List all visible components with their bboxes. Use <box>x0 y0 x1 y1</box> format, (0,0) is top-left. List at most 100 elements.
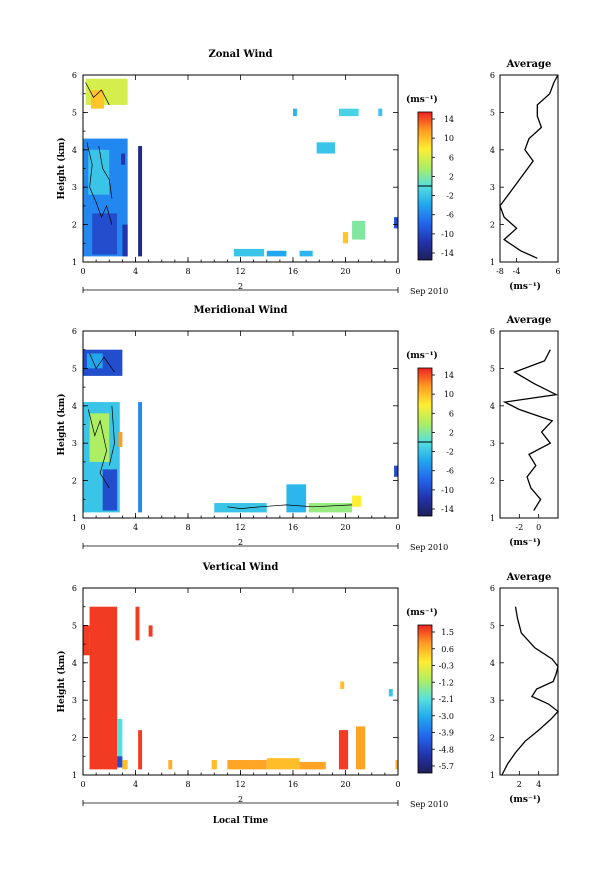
x-tick-label: 20 <box>340 523 350 532</box>
profile-x-tick-label: -4 <box>513 267 521 276</box>
heatmap-cell-6 <box>135 606 140 641</box>
x-tick-label: 16 <box>288 780 298 789</box>
heatmap-cell-4 <box>92 213 118 255</box>
profile-x-tick-label: 0 <box>536 523 541 532</box>
heatmap-cells <box>83 606 398 770</box>
heatmap-cell-9 <box>266 250 287 257</box>
y-tick-label: 2 <box>72 477 77 486</box>
profile-y-tick-label: 3 <box>490 696 495 705</box>
colorbar-tick-label: -0.3 <box>439 662 454 671</box>
y-tick-label: 2 <box>72 221 77 230</box>
colorbar-tick-label: -3.0 <box>439 712 454 721</box>
heatmap-cell-1 <box>83 625 90 656</box>
colorbar-tick-label: -4.8 <box>439 745 454 754</box>
date-label: Sep 2010 <box>410 800 448 809</box>
x-tick-label: 0 <box>80 267 85 276</box>
colorbar-tick-label: -2.1 <box>439 695 454 704</box>
x-tick-label: 12 <box>235 780 245 789</box>
y-tick-label: 3 <box>72 439 77 448</box>
heatmap-cell-14 <box>394 217 398 229</box>
colorbar-tick-label: 10 <box>444 134 454 143</box>
heatmap-cell-12 <box>352 220 366 240</box>
profile-y-tick-label: 4 <box>490 402 495 411</box>
y-tick-label: 1 <box>72 258 77 267</box>
day-label: 2 <box>238 282 243 291</box>
colorbar-tick-label: 1.5 <box>441 628 454 637</box>
contour-line-3 <box>227 504 353 509</box>
colorbar-tick-label: -2 <box>446 448 454 457</box>
profile-x-tick-label: 6 <box>555 267 560 276</box>
x-tick-label: 8 <box>185 523 190 532</box>
colorbar-tick-label: -3.9 <box>439 729 454 738</box>
heatmap-title: Meridional Wind <box>193 305 287 316</box>
contour-line-0 <box>86 142 113 225</box>
day-label: 2 <box>238 538 243 547</box>
profile-y-tick-label: 6 <box>490 584 495 593</box>
heatmap-cell-16 <box>378 108 383 117</box>
colorbar-tick-label: -6 <box>446 467 454 476</box>
heatmap-cell-2 <box>117 718 123 768</box>
heatmap-cell-8 <box>168 760 173 770</box>
heatmap-cell-16 <box>388 688 393 697</box>
heatmap-frame <box>82 330 399 519</box>
colorbar-tick-label: -2 <box>446 192 454 201</box>
colorbar-tick-label: 6 <box>449 153 454 162</box>
heatmap-cells <box>83 349 398 513</box>
profile-frame <box>499 330 559 519</box>
profile-frame <box>499 587 559 776</box>
profile-frame <box>499 74 559 263</box>
heatmap-cells <box>83 78 398 257</box>
heatmap-cell-1 <box>90 89 104 109</box>
x-tick-label: 4 <box>133 523 138 532</box>
heatmap-cell-4 <box>102 469 118 511</box>
colorbar-units: (ms⁻¹) <box>406 94 438 105</box>
profile-title: Average <box>506 315 552 326</box>
colorbar-tick-label: -10 <box>441 230 454 239</box>
heatmap-cell-10 <box>352 495 362 507</box>
heatmap-cell-5 <box>118 431 123 447</box>
colorbar-tick-label: -1.2 <box>439 678 454 687</box>
profile-x-tick-label: 2 <box>517 780 522 789</box>
x-tick-label: 20 <box>340 267 350 276</box>
y-tick-label: 1 <box>72 514 77 523</box>
colorbar-tick-label: 6 <box>449 409 454 418</box>
heatmap-cell-3 <box>117 756 123 768</box>
heatmap-cell-11 <box>316 142 335 154</box>
profile-x-label: (ms⁻¹) <box>509 794 541 805</box>
y-tick-label: 5 <box>72 108 77 117</box>
contour-lines <box>87 353 353 509</box>
heatmap-cell-11 <box>394 465 398 477</box>
contour-line-2 <box>85 82 110 106</box>
profile-x-tick-label: -2 <box>515 523 523 532</box>
y-tick-label: 6 <box>72 71 77 80</box>
contour-line-1 <box>87 409 110 489</box>
profile-y-tick-label: 6 <box>490 327 495 336</box>
profile-y-tick-label: 1 <box>490 258 495 267</box>
y-tick-label: 2 <box>72 734 77 743</box>
profile-title: Average <box>506 572 552 583</box>
heatmap-cell-12 <box>299 761 326 770</box>
profile-x-label: (ms⁻¹) <box>509 281 541 292</box>
day-label: 2 <box>238 795 243 804</box>
heatmap-cell-9 <box>308 503 353 513</box>
profile-y-tick-label: 5 <box>490 108 495 117</box>
heatmap-cell-10 <box>227 760 267 770</box>
y-tick-label: 1 <box>72 771 77 780</box>
heatmap-cell-3 <box>89 413 110 462</box>
heatmap-frame <box>82 587 399 776</box>
profile-line <box>499 74 559 259</box>
heatmap-cell-7 <box>121 153 125 165</box>
x-tick-label: 20 <box>340 780 350 789</box>
colorbar-tick-label: 14 <box>444 371 454 380</box>
x-tick-label: 12 <box>235 523 245 532</box>
heatmap-cell-8 <box>286 484 307 513</box>
x-tick-label: 4 <box>133 267 138 276</box>
profile-y-tick-label: 6 <box>490 71 495 80</box>
y-axis-label: Height (km) <box>56 393 67 455</box>
x-tick-label: 8 <box>185 267 190 276</box>
heatmap-cell-10 <box>299 250 313 257</box>
colorbar-tick-label: 14 <box>444 115 454 124</box>
